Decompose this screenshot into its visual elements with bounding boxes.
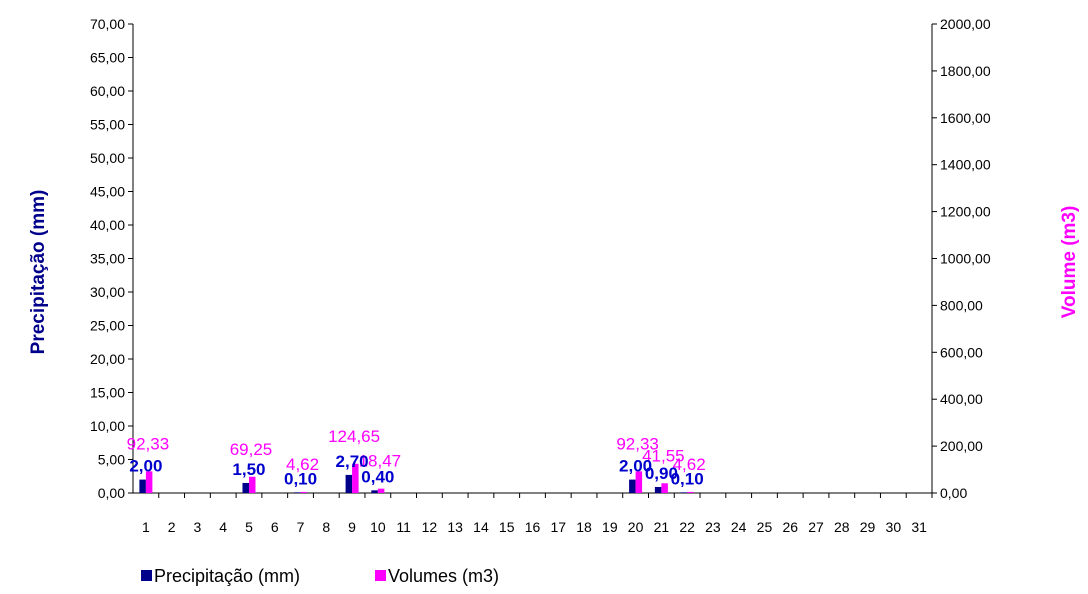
precipitation-bar xyxy=(345,474,353,493)
left-tick-label: 40,00 xyxy=(90,217,125,233)
x-tick-label: 8 xyxy=(322,519,330,535)
precipitation-bar xyxy=(371,490,378,493)
x-tick-label: 21 xyxy=(654,519,670,535)
volume-data-label: 124,65 xyxy=(328,427,380,446)
right-tick-label: 1600,00 xyxy=(940,110,991,126)
x-tick-label: 16 xyxy=(525,519,541,535)
x-tick-label: 26 xyxy=(782,519,798,535)
left-tick-label: 60,00 xyxy=(90,83,125,99)
volume-bar xyxy=(635,471,643,493)
precipitation-data-label: 0,90 xyxy=(645,464,678,483)
left-tick-label: 10,00 xyxy=(90,418,125,434)
x-tick-label: 31 xyxy=(911,519,927,535)
volume-data-label: 69,25 xyxy=(230,440,273,459)
right-tick-label: 800,00 xyxy=(940,297,983,313)
volume-bar xyxy=(248,476,256,493)
x-tick-label: 5 xyxy=(245,519,253,535)
right-tick-label: 1400,00 xyxy=(940,157,991,173)
x-tick-label: 30 xyxy=(886,519,902,535)
x-tick-label: 7 xyxy=(297,519,305,535)
precipitation-bar xyxy=(242,482,249,493)
volume-bar xyxy=(145,471,153,493)
legend-swatch-precipitation xyxy=(141,570,152,581)
x-tick-label: 10 xyxy=(370,519,386,535)
left-tick-label: 5,00 xyxy=(98,452,125,468)
left-tick-label: 15,00 xyxy=(90,385,125,401)
precipitation-data-label: 2,00 xyxy=(619,457,652,476)
precipitation-data-label: 0,10 xyxy=(671,469,704,488)
x-tick-label: 3 xyxy=(194,519,202,535)
x-tick-label: 11 xyxy=(396,519,411,535)
x-tick-label: 27 xyxy=(808,519,824,535)
left-tick-label: 30,00 xyxy=(90,284,125,300)
right-tick-label: 200,00 xyxy=(940,438,983,454)
volume-bar xyxy=(300,491,308,493)
x-tick-label: 14 xyxy=(473,519,489,535)
left-tick-label: 0,00 xyxy=(98,485,125,501)
x-tick-label: 2 xyxy=(168,519,176,535)
precipitation-bar xyxy=(629,479,636,493)
volume-bar xyxy=(352,463,359,493)
x-tick-label: 20 xyxy=(628,519,644,535)
left-tick-label: 20,00 xyxy=(90,351,125,367)
x-tick-label: 12 xyxy=(422,519,438,535)
right-tick-label: 1000,00 xyxy=(940,251,991,267)
volume-data-label: 4,62 xyxy=(286,455,319,474)
legend-swatch-volumes xyxy=(375,570,386,581)
volume-bar xyxy=(687,491,694,493)
left-tick-label: 35,00 xyxy=(90,251,125,267)
x-tick-label: 17 xyxy=(550,519,566,535)
volume-bar xyxy=(661,483,668,493)
x-tick-label: 6 xyxy=(271,519,279,535)
legend-label-volumes: Volumes (m3) xyxy=(388,566,499,586)
precipitation-data-label: 1,50 xyxy=(232,460,265,479)
volume-data-label: 92,33 xyxy=(127,434,170,453)
right-tick-label: 0,00 xyxy=(940,485,967,501)
x-tick-label: 25 xyxy=(757,519,773,535)
precipitation-data-label: 2,70 xyxy=(336,452,369,471)
precipitation-data-label: 2,00 xyxy=(129,457,162,476)
x-tick-label: 1 xyxy=(142,519,150,535)
volume-data-label: 18,47 xyxy=(359,452,402,471)
x-tick-label: 23 xyxy=(705,519,721,535)
x-tick-label: 18 xyxy=(576,519,592,535)
x-tick-label: 9 xyxy=(348,519,356,535)
right-axis-title: Volume (m3) xyxy=(1059,206,1080,319)
left-tick-label: 55,00 xyxy=(90,117,125,133)
x-tick-label: 22 xyxy=(679,519,695,535)
x-tick-label: 15 xyxy=(499,519,515,535)
legend-label-precipitation: Precipitação (mm) xyxy=(154,566,300,586)
x-tick-label: 28 xyxy=(834,519,850,535)
precipitation-bar xyxy=(654,486,662,493)
right-tick-label: 2000,00 xyxy=(940,16,991,32)
right-tick-label: 1200,00 xyxy=(940,204,991,220)
x-tick-label: 24 xyxy=(731,519,747,535)
precipitation-data-label: 0,10 xyxy=(284,469,317,488)
right-tick-label: 1800,00 xyxy=(940,63,991,79)
precipitation-bar xyxy=(294,492,301,493)
left-tick-label: 65,00 xyxy=(90,50,125,66)
precipitation-data-label: 0,40 xyxy=(361,467,394,486)
volume-data-label: 4,62 xyxy=(673,455,706,474)
left-tick-label: 45,00 xyxy=(90,184,125,200)
left-axis-title: Precipitação (mm) xyxy=(28,190,49,355)
volume-data-label: 92,33 xyxy=(616,434,659,453)
right-tick-label: 400,00 xyxy=(940,391,983,407)
volume-bar xyxy=(377,488,385,493)
right-tick-label: 600,00 xyxy=(940,344,983,360)
x-tick-label: 29 xyxy=(860,519,876,535)
left-tick-label: 50,00 xyxy=(90,150,125,166)
x-tick-label: 4 xyxy=(219,519,227,535)
volume-data-label: 41,55 xyxy=(642,446,685,465)
x-tick-label: 13 xyxy=(447,519,463,535)
precipitation-bar xyxy=(680,492,688,493)
left-tick-label: 70,00 xyxy=(90,16,125,32)
x-tick-label: 19 xyxy=(602,519,618,535)
precipitation-bar xyxy=(139,479,146,493)
left-tick-label: 25,00 xyxy=(90,318,125,334)
